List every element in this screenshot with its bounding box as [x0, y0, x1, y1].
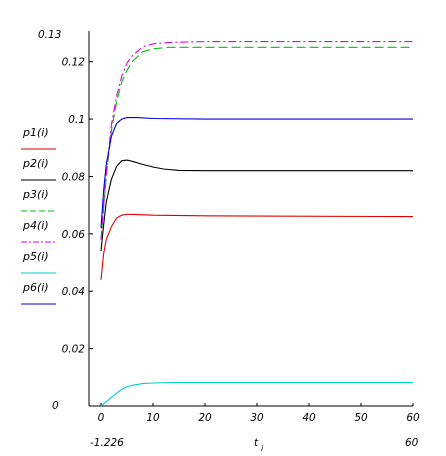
- legend-label: p3(i): [22, 188, 49, 201]
- x-min-label: -1.226: [90, 437, 124, 449]
- series-line-p4i: [100, 41, 413, 240]
- series-line-p5i: [100, 381, 413, 407]
- tick-labels-layer: 0.02 0.04 0.06 0.08 0.1 0.12 0.13 0 0 10 20 30 40 50 6…: [38, 29, 420, 453]
- x-max-label: 60: [405, 437, 419, 449]
- y-bottom-label: 0: [52, 400, 59, 412]
- y-tick-label: 0.12: [62, 57, 86, 69]
- legend-label: p4(i): [22, 219, 49, 232]
- y-tick-label: 0.08: [62, 171, 86, 183]
- x-tick-label: 20: [198, 412, 212, 424]
- x-tick-label: 60: [406, 412, 420, 424]
- series-layer: [100, 41, 414, 407]
- series-line-p3i: [100, 46, 413, 240]
- legend-label: p6(i): [22, 281, 49, 294]
- axes-layer: [88, 31, 414, 407]
- series-line-p1i: [100, 213, 414, 280]
- x-tick-label: 40: [302, 412, 316, 424]
- x-tick-label: 50: [354, 412, 368, 424]
- legend-label: p2(i): [22, 157, 49, 170]
- legend: p1(i) p2(i) p3(i) p4(i) p5(i) p6(i): [21, 126, 56, 305]
- legend-label: p1(i): [22, 126, 49, 139]
- y-tick-label: 0.1: [68, 114, 85, 126]
- x-tick-label: 30: [250, 412, 264, 424]
- x-axis-title: t: [254, 437, 259, 449]
- legend-label: p5(i): [22, 250, 49, 263]
- y-tick-label: 0.04: [62, 286, 85, 298]
- y-top-label: 0.13: [38, 29, 61, 41]
- x-tick-label: 10: [146, 412, 160, 424]
- x-tick-label: 0: [98, 412, 105, 424]
- series-line-p2i: [100, 159, 413, 252]
- series-line-p6i: [100, 117, 413, 229]
- y-tick-label: 0.06: [62, 229, 86, 241]
- y-tick-label: 0.02: [62, 344, 86, 356]
- x-axis-subscript: i: [261, 444, 264, 453]
